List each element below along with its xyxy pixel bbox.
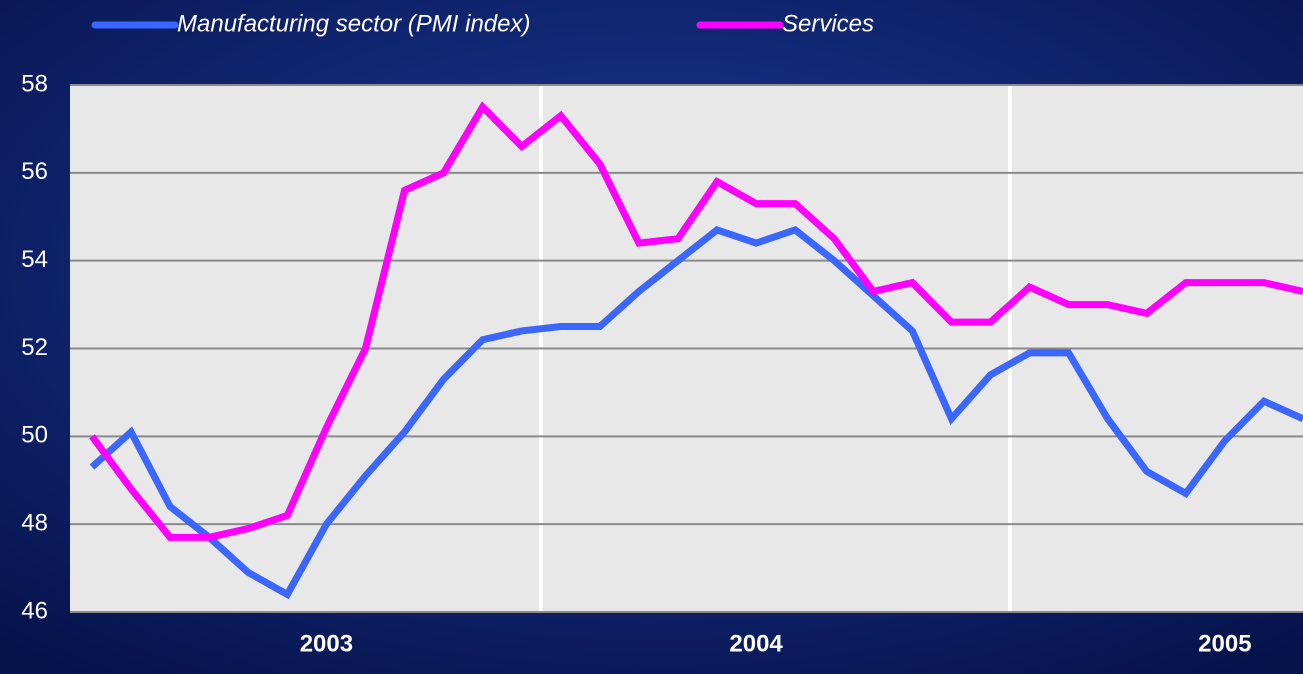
y-tick-label: 46 (21, 597, 48, 624)
y-tick-label: 56 (21, 158, 48, 185)
series-line (89, 101, 1303, 541)
legend-label: Services (782, 10, 874, 37)
legend-label: Manufacturing sector (PMI index) (177, 10, 530, 37)
y-tick-label: 52 (21, 334, 48, 361)
y-tick-label: 58 (21, 70, 48, 97)
y-tick-label: 48 (21, 510, 48, 537)
series-line (89, 226, 1303, 600)
y-tick-label: 54 (21, 246, 48, 273)
y-tick-label: 50 (21, 422, 48, 449)
x-tick-label: 2005 (1198, 630, 1251, 657)
x-tick-label: 2004 (729, 630, 783, 657)
x-tick-label: 2003 (300, 630, 353, 657)
